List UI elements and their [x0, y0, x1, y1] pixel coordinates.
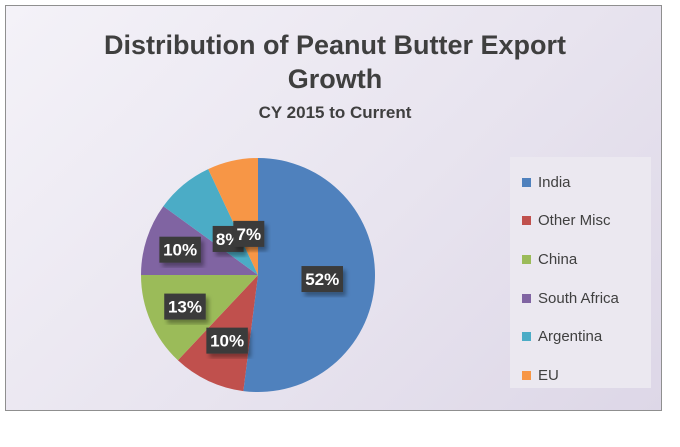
data-label-text: 52% [305, 270, 339, 289]
data-label: 7% [233, 220, 265, 247]
legend-label: India [538, 173, 571, 191]
data-label-text: 10% [163, 241, 197, 260]
legend-swatch [522, 332, 531, 342]
data-label: 52% [301, 266, 343, 293]
legend-swatch [522, 370, 531, 380]
legend-swatch [522, 177, 531, 187]
legend-item-india: India [510, 163, 651, 202]
legend-label: South Africa [538, 289, 619, 307]
legend-swatch [522, 254, 531, 264]
data-label: 10% [206, 327, 248, 354]
legend-item-south-africa: South Africa [510, 279, 651, 318]
chart-subtitle: CY 2015 to Current [258, 103, 412, 122]
legend-item-china: China [510, 240, 651, 279]
chart-title: Distribution of Peanut Butter Export Gro… [104, 30, 566, 94]
data-label-text: 13% [168, 298, 202, 317]
data-label: 10% [159, 236, 201, 263]
legend-item-eu: EU [510, 356, 651, 395]
data-label-text: 7% [237, 225, 262, 244]
legend-label: EU [538, 366, 559, 384]
data-label-text: 10% [210, 332, 244, 351]
data-label: 13% [164, 293, 206, 320]
legend-item-other-misc: Other Misc [510, 202, 651, 241]
legend-label: Argentina [538, 328, 603, 346]
legend-label: China [538, 250, 578, 268]
legend-swatch [522, 216, 531, 226]
legend-label: Other Misc [538, 212, 611, 230]
legend-item-argentina: Argentina [510, 317, 651, 356]
legend: India Other Misc China South Africa Arge… [510, 157, 651, 388]
legend-swatch [522, 293, 531, 303]
